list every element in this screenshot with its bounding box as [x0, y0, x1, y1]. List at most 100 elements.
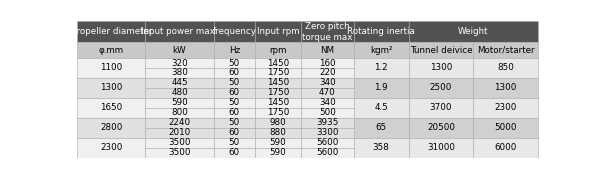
Text: 358: 358: [373, 143, 389, 152]
Text: 590: 590: [269, 148, 286, 157]
Text: 500: 500: [319, 108, 336, 117]
Text: 3300: 3300: [316, 128, 338, 137]
Bar: [301, 148, 353, 158]
Bar: [301, 58, 353, 68]
Text: 65: 65: [376, 123, 387, 132]
Text: 2300: 2300: [494, 103, 517, 112]
Text: 1300: 1300: [494, 83, 517, 92]
Text: rpm: rpm: [269, 46, 287, 55]
Text: 6000: 6000: [494, 143, 517, 152]
Bar: [214, 21, 255, 42]
Bar: [353, 58, 409, 78]
Text: 1450: 1450: [267, 59, 289, 67]
Text: frequency: frequency: [212, 27, 256, 36]
Bar: [409, 98, 473, 118]
Text: 60: 60: [229, 128, 240, 137]
Bar: [145, 118, 214, 128]
Bar: [255, 138, 301, 148]
Bar: [255, 148, 301, 158]
Text: 1750: 1750: [267, 88, 289, 97]
Text: kgm²: kgm²: [370, 46, 392, 55]
Text: 1750: 1750: [267, 108, 289, 117]
Bar: [255, 78, 301, 88]
Text: 5000: 5000: [494, 123, 517, 132]
Text: propeller diameter: propeller diameter: [71, 27, 152, 36]
Text: 2300: 2300: [100, 143, 122, 152]
Bar: [409, 58, 473, 78]
Text: 50: 50: [229, 118, 240, 127]
Text: 470: 470: [319, 88, 335, 97]
Bar: [255, 98, 301, 108]
Bar: [255, 58, 301, 68]
Bar: [214, 68, 255, 78]
Bar: [409, 42, 473, 58]
Bar: [301, 78, 353, 88]
Text: 50: 50: [229, 98, 240, 107]
Bar: [353, 118, 409, 138]
Bar: [409, 78, 473, 98]
Text: 2500: 2500: [430, 83, 452, 92]
Text: Input rpm: Input rpm: [257, 27, 299, 36]
Text: 340: 340: [319, 78, 335, 87]
Text: 3500: 3500: [168, 138, 191, 147]
Bar: [301, 68, 353, 78]
Text: 1750: 1750: [267, 68, 289, 78]
Text: 1450: 1450: [267, 98, 289, 107]
Bar: [473, 118, 538, 138]
Bar: [301, 138, 353, 148]
Bar: [473, 138, 538, 158]
Text: 1300: 1300: [430, 64, 452, 73]
Text: 980: 980: [269, 118, 286, 127]
Bar: [214, 88, 255, 98]
Text: Motor/starter: Motor/starter: [476, 46, 534, 55]
Bar: [145, 21, 214, 42]
Text: 2240: 2240: [169, 118, 191, 127]
Text: 880: 880: [269, 128, 286, 137]
Bar: [255, 108, 301, 118]
Bar: [145, 108, 214, 118]
Bar: [473, 98, 538, 118]
Text: 2800: 2800: [100, 123, 122, 132]
Bar: [301, 108, 353, 118]
Text: Rotating inertia: Rotating inertia: [347, 27, 415, 36]
Bar: [214, 58, 255, 68]
Bar: [255, 21, 301, 42]
Bar: [255, 42, 301, 58]
Bar: [145, 58, 214, 68]
Bar: [353, 78, 409, 98]
Bar: [301, 21, 353, 42]
Bar: [77, 42, 145, 58]
Bar: [77, 58, 145, 78]
Text: 60: 60: [229, 68, 240, 78]
Text: Tunnel deivice: Tunnel deivice: [410, 46, 472, 55]
Bar: [77, 21, 145, 42]
Bar: [214, 78, 255, 88]
Text: 1100: 1100: [100, 64, 122, 73]
Text: Hz: Hz: [229, 46, 240, 55]
Bar: [214, 148, 255, 158]
Text: 850: 850: [497, 64, 514, 73]
Text: 340: 340: [319, 98, 335, 107]
Text: 590: 590: [171, 98, 188, 107]
Bar: [145, 42, 214, 58]
Text: 320: 320: [171, 59, 188, 67]
Text: 3935: 3935: [316, 118, 338, 127]
Text: 1450: 1450: [267, 78, 289, 87]
Text: 2010: 2010: [169, 128, 191, 137]
Bar: [145, 68, 214, 78]
Text: 50: 50: [229, 78, 240, 87]
Text: 480: 480: [171, 88, 188, 97]
Bar: [473, 58, 538, 78]
Bar: [214, 108, 255, 118]
Bar: [255, 128, 301, 138]
Text: 5600: 5600: [316, 148, 338, 157]
Text: NM: NM: [320, 46, 334, 55]
Bar: [214, 98, 255, 108]
Bar: [77, 78, 145, 98]
Bar: [409, 118, 473, 138]
Bar: [145, 98, 214, 108]
Bar: [214, 118, 255, 128]
Text: kW: kW: [173, 46, 187, 55]
Bar: [301, 98, 353, 108]
Bar: [353, 21, 409, 42]
